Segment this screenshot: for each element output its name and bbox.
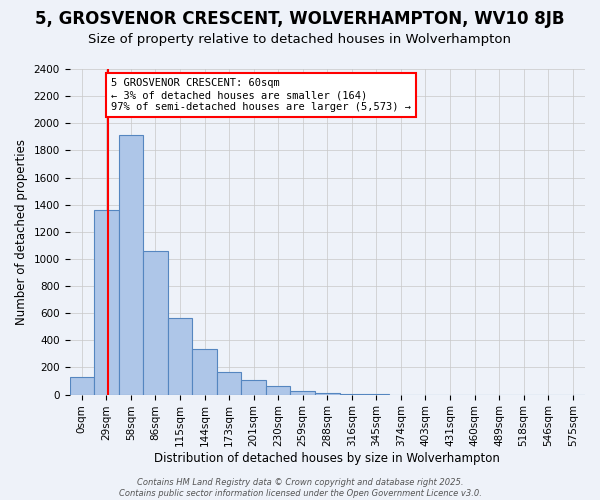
Bar [168, 318, 192, 394]
Bar [241, 380, 266, 394]
Text: Size of property relative to detached houses in Wolverhampton: Size of property relative to detached ho… [89, 32, 511, 46]
Bar [217, 372, 241, 394]
Bar [70, 377, 94, 394]
Text: Contains HM Land Registry data © Crown copyright and database right 2025.
Contai: Contains HM Land Registry data © Crown c… [119, 478, 481, 498]
Y-axis label: Number of detached properties: Number of detached properties [15, 139, 28, 325]
Bar [192, 349, 217, 395]
Text: 5, GROSVENOR CRESCENT, WOLVERHAMPTON, WV10 8JB: 5, GROSVENOR CRESCENT, WOLVERHAMPTON, WV… [35, 10, 565, 28]
Bar [266, 386, 290, 394]
Bar [143, 251, 168, 394]
Text: 5 GROSVENOR CRESCENT: 60sqm
← 3% of detached houses are smaller (164)
97% of sem: 5 GROSVENOR CRESCENT: 60sqm ← 3% of deta… [111, 78, 411, 112]
Bar [315, 392, 340, 394]
Bar [290, 390, 315, 394]
Bar [94, 210, 119, 394]
Bar [119, 136, 143, 394]
X-axis label: Distribution of detached houses by size in Wolverhampton: Distribution of detached houses by size … [154, 452, 500, 465]
